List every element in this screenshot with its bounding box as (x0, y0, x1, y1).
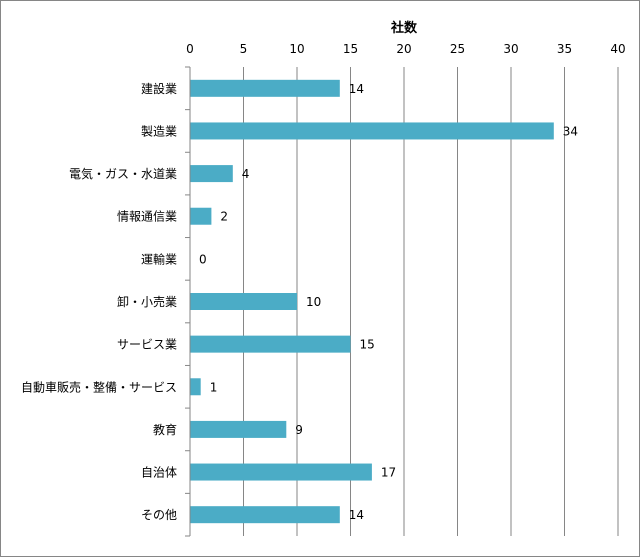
category-label: 自動車販売・整備・サービス (21, 379, 177, 394)
data-label: 14 (349, 82, 364, 96)
x-tick-label: 20 (396, 42, 411, 56)
x-tick-label: 15 (343, 42, 358, 56)
data-label: 9 (295, 423, 303, 437)
x-tick-label: 25 (450, 42, 465, 56)
bar (190, 463, 372, 481)
category-label: 情報通信業 (117, 210, 177, 224)
category-label: 教育 (153, 422, 177, 437)
bar (190, 207, 212, 225)
data-label: 2 (220, 210, 228, 224)
x-tick-label: 40 (610, 42, 625, 56)
category-labels: 建設業製造業電気・ガス・水道業情報通信業運輸業卸・小売業サービス業自動車販売・整… (21, 81, 177, 522)
data-label: 17 (381, 466, 396, 480)
x-tick-label: 10 (289, 42, 304, 56)
data-label: 0 (199, 252, 207, 266)
category-label: サービス業 (117, 338, 177, 352)
bar (190, 506, 340, 524)
data-labels: 14 34 4 2 0 10 15 1 9 17 14 (199, 82, 578, 522)
data-label: 14 (349, 508, 364, 522)
x-tick-label: 0 (186, 42, 194, 56)
x-tick-label: 30 (503, 42, 518, 56)
data-label: 1 (210, 380, 218, 394)
x-tick-label: 5 (240, 42, 248, 56)
bar (190, 165, 233, 183)
bar (190, 378, 201, 396)
data-label: 10 (306, 295, 321, 309)
bar (190, 293, 297, 310)
data-label: 4 (242, 167, 250, 181)
category-label: 運輸業 (141, 251, 177, 266)
category-label: 電気・ガス・水道業 (69, 166, 177, 181)
data-label: 15 (360, 338, 375, 352)
data-label: 34 (563, 124, 578, 138)
category-label: その他 (141, 508, 177, 522)
x-tick-label: 35 (557, 42, 572, 56)
bar (190, 420, 287, 438)
category-label: 自治体 (141, 466, 177, 480)
bar (190, 122, 554, 140)
bars (190, 79, 554, 524)
bar (190, 79, 340, 97)
gridlines (185, 66, 619, 537)
category-label: 卸・小売業 (117, 294, 177, 309)
x-tick-labels: 0 5 10 15 20 25 30 35 40 (186, 42, 625, 56)
bar (190, 335, 351, 353)
x-axis-title: 社数 (390, 20, 418, 36)
category-label: 建設業 (141, 81, 177, 96)
category-label: 製造業 (141, 124, 177, 138)
